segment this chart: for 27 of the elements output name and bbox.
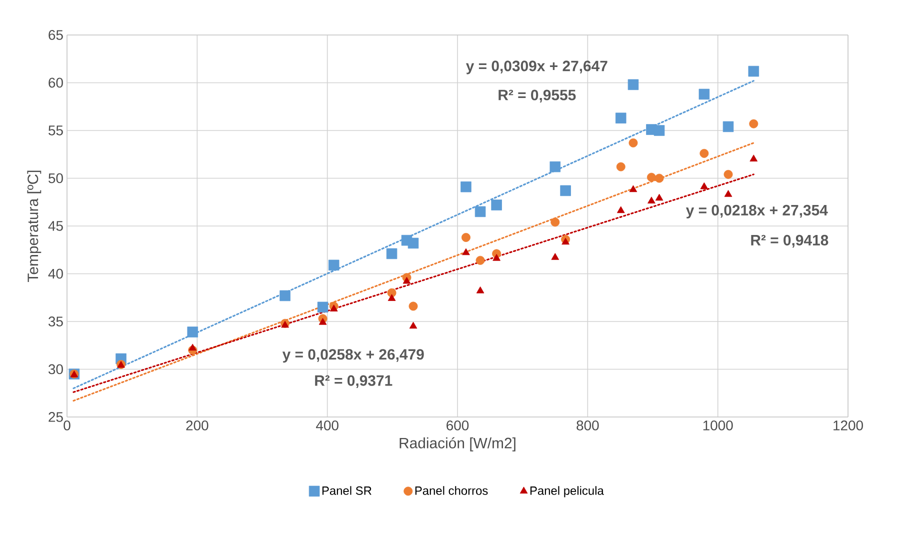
y-tick-label: 60 [48, 78, 63, 88]
y-tick-label: 50 [48, 173, 63, 184]
legend-label: Panel chorros [415, 486, 488, 495]
x-tick-label: 1000 [703, 420, 733, 430]
y-tick-label: 30 [48, 364, 63, 374]
annotation: R² = 0,9418 [751, 234, 828, 248]
y-tick-label: 40 [48, 268, 63, 279]
y-tick-label: 55 [48, 126, 63, 136]
legend-label: Panel pelicula [530, 486, 604, 498]
annotation: y = 0,0309x + 27,647 [466, 60, 608, 74]
x-tick-label: 800 [576, 420, 599, 430]
annotation: R² = 0,9555 [498, 90, 576, 102]
x-tick-label: 1200 [834, 420, 863, 430]
x-tick-label: 400 [316, 420, 338, 430]
x-tick-label: 600 [446, 420, 469, 430]
x-tick-label: 200 [186, 420, 208, 430]
legend-label: Panel SR [322, 486, 372, 495]
y-tick-label: 65 [48, 30, 63, 40]
annotation: R² = 0,9371 [315, 375, 392, 388]
y-tick-label: 25 [48, 412, 63, 422]
x-tick-label: 0 [64, 420, 70, 430]
y-axis-title: Temperatura [ºC] [27, 170, 42, 282]
y-tick-label: 35 [48, 316, 63, 326]
x-axis-title: Radiación [W/m2] [400, 437, 516, 452]
y-tick-label: 45 [48, 221, 63, 231]
annotation: y = 0,0218x + 27,354 [686, 204, 828, 218]
annotation: y = 0,0258x + 26,479 [282, 349, 424, 363]
